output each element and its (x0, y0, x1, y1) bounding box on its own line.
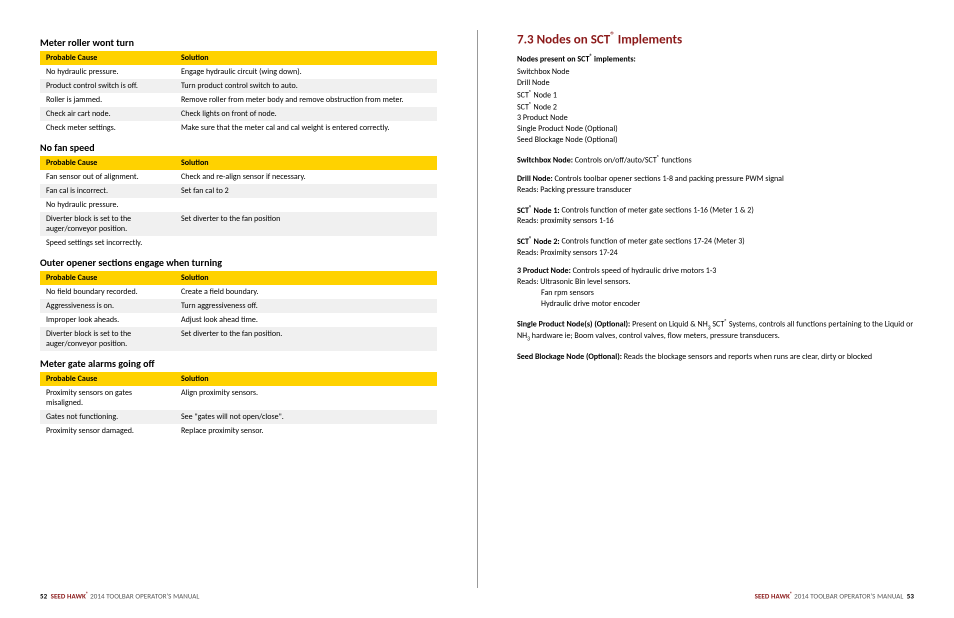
table-row: Proximity sensor damaged.Replace proximi… (40, 424, 437, 438)
list-item: SCT® Node 1 (517, 89, 914, 101)
col-cause: Probable Cause (40, 51, 175, 65)
table-title: Meter roller wont turn (40, 36, 437, 49)
cell-solution: Adjust look ahead time. (175, 313, 437, 327)
troubleshoot-table: Probable CauseSolutionFan sensor out of … (40, 156, 437, 250)
node-entry: Single Product Node(s) (Optional): Prese… (517, 318, 914, 344)
node-list: Switchbox NodeDrill NodeSCT® Node 1SCT® … (517, 67, 914, 146)
troubleshoot-table: Probable CauseSolutionProximity sensors … (40, 372, 437, 438)
cell-cause: Gates not functioning. (40, 410, 175, 424)
list-item: Switchbox Node (517, 67, 914, 78)
cell-solution: Check lights on front of node. (175, 107, 437, 121)
table-title: Outer opener sections engage when turnin… (40, 256, 437, 269)
table-row: Roller is jammed.Remove roller from mete… (40, 93, 437, 107)
list-item: Seed Blockage Node (Optional) (517, 135, 914, 146)
cell-solution: Turn product control switch to auto. (175, 79, 437, 93)
cell-cause: Roller is jammed. (40, 93, 175, 107)
node-entry: Switchbox Node: Controls on/off/auto/SCT… (517, 154, 914, 166)
footer-brand: SEED HAWK (51, 591, 89, 600)
table-title: Meter gate alarms going off (40, 357, 437, 370)
cell-solution (175, 198, 437, 212)
cell-solution: Engage hydraulic circuit (wing down). (175, 65, 437, 79)
col-cause: Probable Cause (40, 372, 175, 386)
node-entry: Drill Node: Controls toolbar opener sect… (517, 174, 914, 196)
table-row: Proximity sensors on gates misaligned.Al… (40, 386, 437, 410)
cell-cause: Improper look aheads. (40, 313, 175, 327)
cell-solution (175, 236, 437, 250)
list-item: Single Product Node (Optional) (517, 124, 914, 135)
cell-cause: Diverter block is set to the auger/conve… (40, 212, 175, 236)
cell-cause: Diverter block is set to the auger/conve… (40, 327, 175, 351)
cell-solution: See "gates will not open/close". (175, 410, 437, 424)
table-row: Check air cart node.Check lights on fron… (40, 107, 437, 121)
left-sections: Meter roller wont turnProbable CauseSolu… (40, 30, 437, 442)
node-entry: Seed Blockage Node (Optional): Reads the… (517, 352, 914, 363)
list-item: SCT® Node 2 (517, 101, 914, 113)
node-entries: Switchbox Node: Controls on/off/auto/SCT… (517, 154, 914, 370)
table-row: Fan cal is incorrect.Set fan cal to 2 (40, 184, 437, 198)
cell-solution: Set diverter to the fan position. (175, 327, 437, 351)
table-row: Product control switch is off.Turn produ… (40, 79, 437, 93)
cell-solution: Make sure that the meter cal and cal wei… (175, 121, 437, 135)
cell-cause: Aggressiveness is on. (40, 299, 175, 313)
node-entry: 3 Product Node: Controls speed of hydrau… (517, 266, 914, 309)
footer-rest: 2014 TOOLBAR OPERATOR'S MANUAL (88, 591, 199, 600)
cell-cause: Proximity sensors on gates misaligned. (40, 386, 175, 410)
table-row: Diverter block is set to the auger/conve… (40, 212, 437, 236)
table-row: Diverter block is set to the auger/conve… (40, 327, 437, 351)
cell-solution: Check and re-align sensor if necessary. (175, 170, 437, 184)
cell-cause: Fan sensor out of alignment. (40, 170, 175, 184)
table-row: Aggressiveness is on.Turn aggressiveness… (40, 299, 437, 313)
cell-solution: Turn aggressiveness off. (175, 299, 437, 313)
cell-solution: Create a field boundary. (175, 285, 437, 299)
page-number: 52 (40, 591, 47, 600)
col-cause: Probable Cause (40, 156, 175, 170)
footer-rest: 2014 TOOLBAR OPERATOR'S MANUAL (792, 591, 903, 600)
cell-solution: Align proximity sensors. (175, 386, 437, 410)
cell-cause: Speed settings set incorrectly. (40, 236, 175, 250)
table-row: Fan sensor out of alignment.Check and re… (40, 170, 437, 184)
page-number: 53 (907, 591, 914, 600)
col-solution: Solution (175, 156, 437, 170)
table-row: No hydraulic pressure.Engage hydraulic c… (40, 65, 437, 79)
cell-cause: Product control switch is off. (40, 79, 175, 93)
cell-solution: Replace proximity sensor. (175, 424, 437, 438)
intro: Nodes present on SCT® implements: (517, 53, 914, 65)
cell-solution: Set diverter to the fan position (175, 212, 437, 236)
cell-cause: No hydraulic pressure. (40, 198, 175, 212)
col-solution: Solution (175, 51, 437, 65)
footer-brand: SEED HAWK (755, 591, 793, 600)
table-row: No field boundary recorded.Create a fiel… (40, 285, 437, 299)
table-row: Improper look aheads.Adjust look ahead t… (40, 313, 437, 327)
list-item: Drill Node (517, 78, 914, 89)
troubleshoot-table: Probable CauseSolutionNo hydraulic press… (40, 51, 437, 135)
cell-cause: Check air cart node. (40, 107, 175, 121)
cell-solution: Set fan cal to 2 (175, 184, 437, 198)
node-entry: SCT® Node 1: Controls function of meter … (517, 204, 914, 227)
cell-cause: Proximity sensor damaged. (40, 424, 175, 438)
table-row: Check meter settings.Make sure that the … (40, 121, 437, 135)
cell-cause: No hydraulic pressure. (40, 65, 175, 79)
section-title: 7.3 Nodes on SCT® Implements (517, 30, 914, 47)
col-solution: Solution (175, 372, 437, 386)
footer-left: 52 SEED HAWK 2014 TOOLBAR OPERATOR'S MAN… (40, 591, 199, 600)
left-page: Meter roller wont turnProbable CauseSolu… (0, 0, 477, 618)
troubleshoot-table: Probable CauseSolutionNo field boundary … (40, 271, 437, 351)
node-entry: SCT® Node 2: Controls function of meter … (517, 235, 914, 258)
right-page: 7.3 Nodes on SCT® Implements Nodes prese… (477, 0, 954, 618)
footer-right: SEED HAWK 2014 TOOLBAR OPERATOR'S MANUAL… (755, 591, 914, 600)
table-row: Gates not functioning.See "gates will no… (40, 410, 437, 424)
list-item: 3 Product Node (517, 113, 914, 124)
table-row: Speed settings set incorrectly. (40, 236, 437, 250)
cell-cause: No field boundary recorded. (40, 285, 175, 299)
col-solution: Solution (175, 271, 437, 285)
table-row: No hydraulic pressure. (40, 198, 437, 212)
cell-solution: Remove roller from meter body and remove… (175, 93, 437, 107)
table-title: No fan speed (40, 141, 437, 154)
cell-cause: Fan cal is incorrect. (40, 184, 175, 198)
col-cause: Probable Cause (40, 271, 175, 285)
cell-cause: Check meter settings. (40, 121, 175, 135)
